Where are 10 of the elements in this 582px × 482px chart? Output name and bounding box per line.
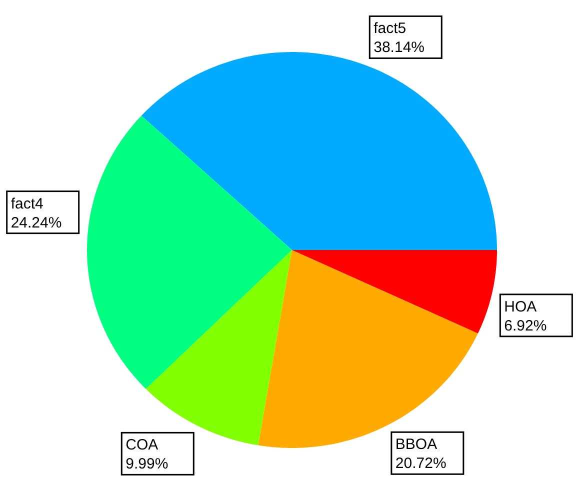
data-label: 24.24%	[10, 214, 62, 232]
slice-label: HOA	[504, 298, 537, 316]
data-label: 9.99%	[126, 456, 168, 473]
data-label: 38.14%	[374, 39, 425, 56]
slice-label: fact4	[10, 195, 44, 212]
data-label: 20.72%	[395, 455, 446, 472]
slice-label: BBOA	[395, 436, 438, 454]
slice-label: fact5	[374, 20, 406, 38]
slice-label: COA	[126, 436, 158, 454]
data-label: 6.92%	[504, 317, 547, 334]
